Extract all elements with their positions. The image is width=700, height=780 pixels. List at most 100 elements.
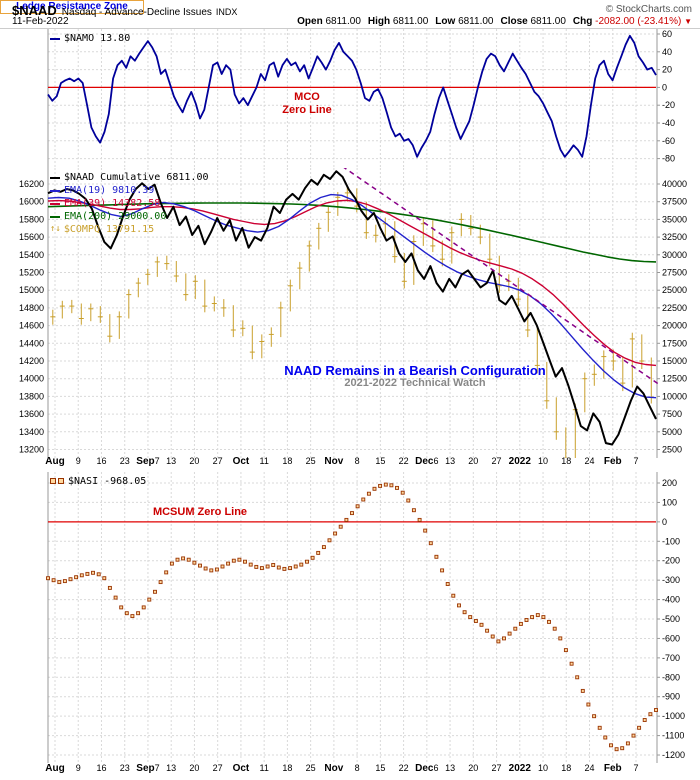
x-axis-label: 16: [96, 456, 107, 466]
nasi-dot: [445, 582, 450, 586]
nasi-dot: [237, 557, 242, 562]
nasi-dot: [186, 557, 191, 562]
nasi-dot: [243, 559, 247, 564]
nasi-dot: [203, 566, 208, 571]
nasi-dot: [51, 578, 56, 583]
legend-label: $NASI -968.05: [68, 476, 147, 487]
nasi-dot: [485, 628, 490, 633]
y-axis-label-left: 13200: [19, 445, 44, 455]
legend-item-ema200: EMA(200) 29000.00: [50, 210, 209, 223]
nasi-dot: [479, 622, 484, 627]
nasi-dot: [620, 746, 625, 751]
x-axis-label: 27: [212, 456, 223, 466]
x-axis-label: Oct: [232, 456, 250, 467]
nasi-dot: [400, 490, 405, 495]
nasi-dot: [473, 619, 478, 623]
nasi-dot: [164, 570, 169, 575]
nasi-dot: [321, 545, 326, 550]
legend-item-compq: ↑↓ $COMPQ 13791.15: [50, 223, 209, 236]
y-axis-label-right: 7500: [662, 409, 682, 419]
nasi-dot: [299, 562, 304, 567]
nasi-dot: [524, 618, 529, 622]
nasi-dot: [192, 560, 197, 565]
x-axis-label: 20: [468, 763, 479, 773]
nasi-dot: [586, 702, 591, 707]
y-axis-label: -400: [662, 595, 680, 605]
nasi-dot: [333, 531, 338, 536]
nasi-dot: [124, 611, 129, 616]
copyright: © StockCharts.com: [605, 4, 692, 15]
nasi-dot: [136, 611, 141, 616]
y-axis-label: -200: [662, 556, 680, 566]
nasi-dot: [62, 579, 67, 584]
bearish-configuration-annotation: NAAD Remains in a Bearish Configuration: [284, 363, 546, 378]
legend-label: $NAAD Cumulative 6811.00: [64, 172, 209, 183]
y-axis-label: -800: [662, 672, 680, 682]
x-axis-row-bottom: Aug 9 16 23 Sep7 13 20 27 Oct 11 18 25 Nov 8 15 22 Dec6 1…: [0, 763, 700, 776]
y-axis-label-left: 14400: [19, 338, 44, 348]
nasi-dot: [153, 589, 157, 594]
x-axis-label: Feb: [603, 763, 622, 774]
y-axis-label-left: 14800: [19, 303, 44, 313]
y-axis-label-right: 5000: [662, 427, 682, 437]
y-axis-label-left: 16200: [19, 179, 44, 189]
y-axis-label-left: 14200: [19, 356, 44, 366]
x-axis-label: 20: [468, 456, 479, 466]
nasi-dot: [366, 491, 371, 496]
nasi-dot: [79, 573, 84, 578]
y-axis-label: -900: [662, 692, 680, 702]
ema19-line-marker: [50, 189, 60, 192]
nasi-dot: [383, 482, 388, 487]
y-axis-label-left: 15600: [19, 232, 44, 242]
x-axis-label: 2022: [508, 456, 531, 467]
nasi-dot: [518, 621, 523, 626]
y-axis-label-right: 17500: [662, 338, 687, 348]
nasi-dot: [513, 626, 518, 631]
x-axis-label: 27: [212, 763, 223, 773]
x-axis-label-day: 6: [433, 763, 439, 773]
nasi-dot: [338, 524, 343, 529]
x-axis-label: 11: [259, 763, 269, 773]
legend-label: $NAMO 13.80: [64, 33, 131, 44]
nasi-dot: [496, 639, 501, 644]
y-axis-label: -300: [662, 575, 680, 585]
nasi-dot: [451, 593, 456, 598]
nasi-dot: [198, 563, 202, 568]
nasi-dot: [457, 603, 461, 608]
x-axis-label: 13: [445, 763, 456, 773]
x-axis-label: 13: [166, 763, 177, 773]
x-axis-label: 13: [166, 456, 177, 466]
y-axis-label-right: 2500: [662, 445, 682, 455]
naad-cumulative-panel: 40000 37500 35000 32500 30000 27500 25000 22500…: [19, 168, 687, 458]
y-axis-label-right: 10000: [662, 391, 687, 401]
nasi-dot: [580, 688, 585, 693]
y-axis-label: 0: [662, 82, 667, 92]
nasi-dot: [209, 568, 214, 573]
nasi-dot: [46, 576, 50, 581]
nasi-dot: [130, 614, 135, 619]
y-axis-label-left: 14600: [19, 321, 44, 331]
y-axis-label-right: 40000: [662, 179, 687, 189]
nasi-dot: [57, 580, 62, 585]
x-axis-label: Dec6: [415, 763, 439, 774]
x-axis-label: 23: [119, 456, 130, 466]
x-axis-label-day: 7: [154, 763, 160, 773]
y-axis-label: -1000: [662, 711, 685, 721]
nasi-dot: [102, 576, 107, 581]
nasi-dot: [575, 675, 580, 680]
nasi-dot: [265, 564, 270, 569]
nasi-dot: [423, 528, 428, 533]
x-axis-label: 10: [538, 456, 549, 466]
nasi-dot-marker: [50, 475, 68, 488]
naad-cumulative-line: [47, 170, 657, 446]
ema200-line-marker: [50, 215, 60, 218]
nasi-dot: [417, 517, 422, 522]
x-axis-label: 20: [189, 763, 200, 773]
nasi-dot: [310, 555, 315, 560]
x-axis-row-middle: Aug 9 16 23 Sep7 13 20 27 Oct 11 18 25 Nov 8 15 22 Dec6 1…: [0, 456, 700, 469]
y-axis-label: 0: [662, 517, 667, 527]
x-axis-label: 22: [398, 763, 409, 773]
nasi-dot: [648, 712, 653, 717]
nasi-dot: [68, 577, 73, 582]
x-axis-label: 15: [375, 456, 386, 466]
